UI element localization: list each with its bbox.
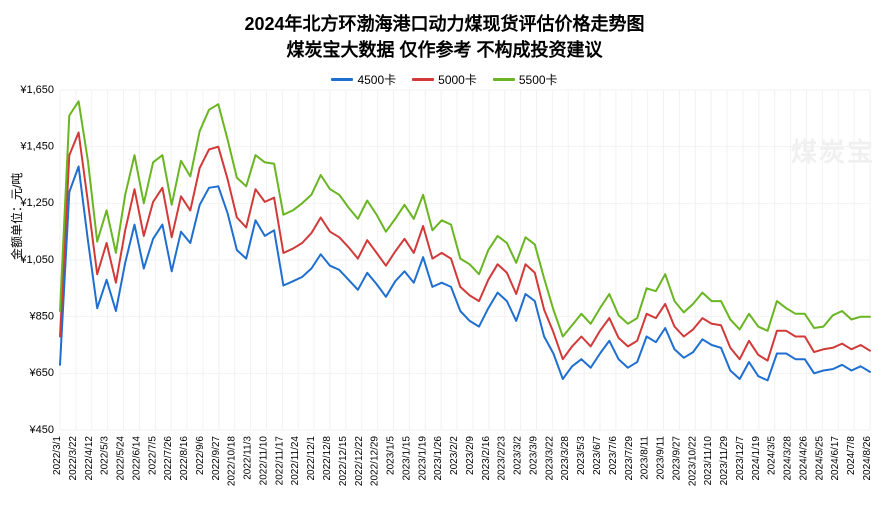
- x-tick-label: 2022/12/22: [354, 436, 365, 486]
- x-tick-label: 2022/9/27: [211, 436, 222, 481]
- legend-swatch: [412, 78, 434, 81]
- x-tick-label: 2024/8/26: [862, 436, 873, 481]
- x-tick-label: 2023/6/7: [592, 436, 603, 475]
- x-tick-label: 2023/1/19: [417, 436, 428, 481]
- x-tick-label: 2022/12/8: [322, 436, 333, 481]
- x-tick-label: 2023/9/27: [671, 436, 682, 481]
- x-tick-label: 2024/7/8: [846, 436, 857, 475]
- chart-legend: 4500卡 5000卡 5500卡: [0, 70, 889, 88]
- x-tick-label: 2022/8/16: [179, 436, 190, 481]
- legend-label: 4500卡: [357, 71, 396, 88]
- legend-label: 5500卡: [519, 71, 558, 88]
- x-tick-label: 2022/5/24: [116, 436, 127, 481]
- x-tick-label: 2022/3/1: [52, 436, 63, 475]
- x-tick-label: 2023/12/7: [735, 436, 746, 481]
- x-tick-label: 2023/9/11: [656, 436, 667, 480]
- x-tick-label: 2022/12/1: [306, 436, 317, 481]
- y-tick-label: ¥850: [29, 311, 54, 323]
- x-tick-label: 2023/3/2: [513, 436, 524, 475]
- y-tick-label: ¥1,650: [19, 84, 54, 96]
- x-tick-label: 2022/7/5: [147, 436, 158, 475]
- x-tick-label: 2023/11/10: [703, 436, 714, 486]
- legend-label: 5000卡: [438, 71, 477, 88]
- chart-title-block: 2024年北方环渤海港口动力煤现货评估价格走势图 煤炭宝大数据 仅作参考 不构成…: [0, 10, 889, 62]
- x-tick-label: 2023/2/23: [497, 436, 508, 481]
- x-tick-label: 2023/1/15: [401, 436, 412, 481]
- y-tick-label: ¥1,450: [19, 141, 54, 153]
- y-tick-label: ¥1,250: [19, 197, 54, 209]
- legend-item: 5000卡: [412, 71, 477, 88]
- x-tick-label: 2022/3/22: [68, 436, 79, 481]
- x-tick-label: 2023/10/22: [687, 436, 698, 486]
- x-tick-label: 2022/11/17: [274, 436, 285, 486]
- x-tick-label: 2022/12/29: [370, 436, 381, 486]
- plot-area: ¥450¥650¥850¥1,050¥1,250¥1,450¥1,6502022…: [60, 90, 870, 430]
- x-tick-label: 2023/2/9: [465, 436, 476, 475]
- x-tick-label: 2023/1/26: [433, 436, 444, 481]
- legend-item: 4500卡: [331, 71, 396, 88]
- x-tick-label: 2024/6/17: [830, 436, 841, 481]
- x-tick-label: 2023/7/6: [608, 436, 619, 475]
- x-tick-label: 2023/5/3: [576, 436, 587, 475]
- x-tick-label: 2022/11/3: [243, 436, 254, 480]
- x-tick-label: 2023/3/22: [544, 436, 555, 481]
- x-tick-label: 2022/10/18: [227, 436, 238, 486]
- plot-svg: ¥450¥650¥850¥1,050¥1,250¥1,450¥1,6502022…: [60, 90, 870, 430]
- x-tick-label: 2023/3/28: [560, 436, 571, 481]
- series-line: [60, 133, 870, 361]
- x-tick-label: 2023/8/11: [640, 436, 651, 480]
- y-axis-label: 金额单位：元/吨: [8, 173, 25, 260]
- x-tick-label: 2022/11/10: [258, 436, 269, 486]
- x-tick-label: 2022/7/26: [163, 436, 174, 481]
- y-tick-label: ¥1,050: [19, 254, 54, 266]
- chart-title-line2: 煤炭宝大数据 仅作参考 不构成投资建议: [0, 36, 889, 62]
- coal-price-chart: 2024年北方环渤海港口动力煤现货评估价格走势图 煤炭宝大数据 仅作参考 不构成…: [0, 0, 889, 525]
- x-tick-label: 2023/11/29: [719, 436, 730, 486]
- x-tick-label: 2024/1/19: [751, 436, 762, 481]
- x-tick-label: 2024/3/5: [767, 436, 778, 475]
- x-tick-label: 2023/7/29: [624, 436, 635, 481]
- x-tick-label: 2022/5/3: [100, 436, 111, 475]
- legend-swatch: [331, 78, 353, 81]
- x-tick-label: 2024/5/25: [814, 436, 825, 481]
- x-tick-label: 2024/4/26: [798, 436, 809, 481]
- x-tick-label: 2022/9/6: [195, 436, 206, 475]
- chart-title-line1: 2024年北方环渤海港口动力煤现货评估价格走势图: [0, 10, 889, 36]
- y-tick-label: ¥650: [29, 367, 54, 379]
- x-tick-label: 2022/6/14: [131, 436, 142, 481]
- x-tick-label: 2022/4/12: [84, 436, 95, 481]
- legend-item: 5500卡: [493, 71, 558, 88]
- x-tick-label: 2023/2/2: [449, 436, 460, 475]
- x-tick-label: 2023/2/16: [481, 436, 492, 481]
- legend-swatch: [493, 78, 515, 81]
- x-tick-label: 2024/3/28: [783, 436, 794, 481]
- x-tick-label: 2022/11/24: [290, 436, 301, 486]
- x-tick-label: 2022/12/15: [338, 436, 349, 486]
- series-line: [60, 101, 870, 336]
- x-tick-label: 2023/1/5: [386, 436, 397, 475]
- x-tick-label: 2023/3/9: [528, 436, 539, 475]
- y-tick-label: ¥450: [29, 424, 54, 436]
